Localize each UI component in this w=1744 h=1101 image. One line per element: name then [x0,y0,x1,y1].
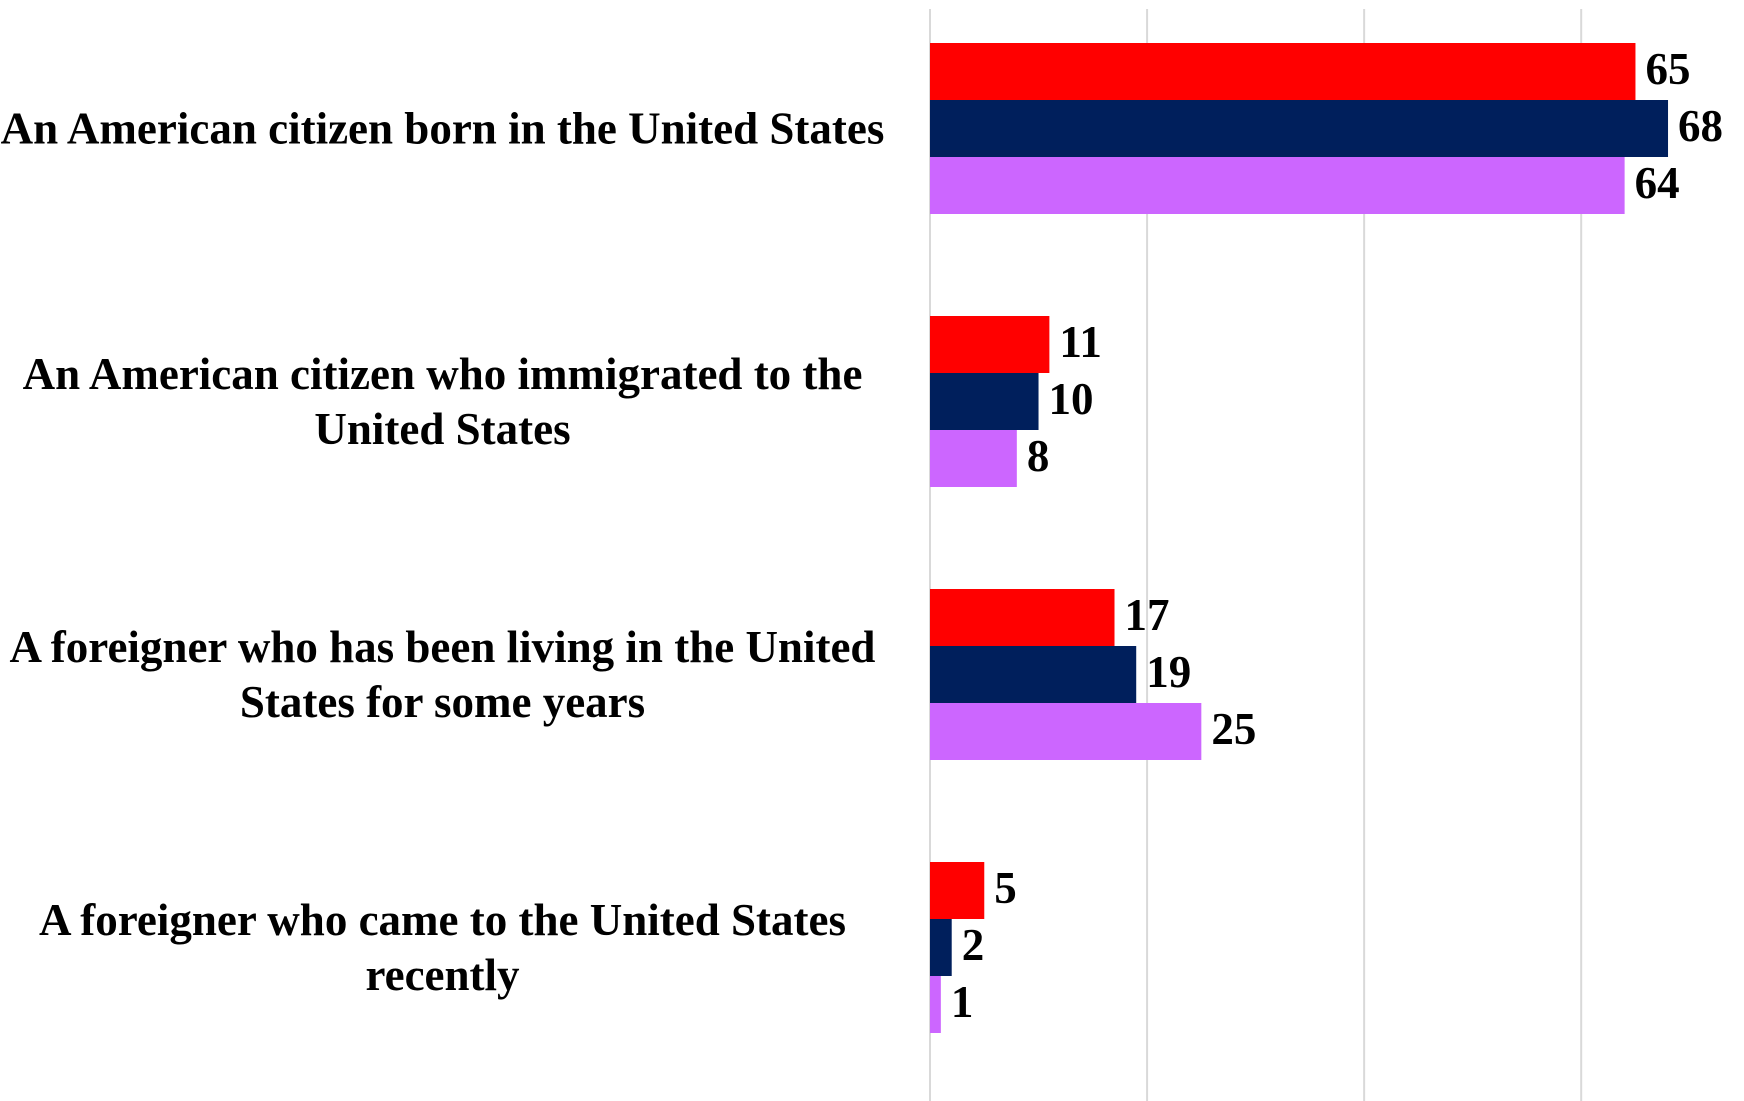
data-label: 11 [1059,317,1102,367]
data-label: 65 [1645,44,1690,94]
data-label: 10 [1049,374,1094,424]
bar [930,373,1039,430]
bar [930,43,1636,100]
data-label: 2 [962,920,985,970]
bar [930,646,1137,703]
data-label: 25 [1211,704,1256,754]
category-label: An American citizen who immigrated to th… [22,348,863,454]
data-label: 8 [1027,431,1050,481]
data-label: 17 [1125,590,1170,640]
category-label: An American citizen born in the United S… [0,103,885,153]
bar [930,316,1050,373]
bar [930,589,1115,646]
bar [930,976,941,1033]
bar [930,862,985,919]
data-label: 68 [1678,101,1723,151]
bar [930,919,952,976]
bar [930,100,1669,157]
data-label: 1 [951,977,974,1027]
data-label: 19 [1146,647,1191,697]
bar [930,703,1202,760]
data-label: 64 [1635,158,1680,208]
data-label: 5 [994,863,1017,913]
bar [930,430,1017,487]
category-label: A foreigner who came to the United State… [39,894,846,1000]
bar [930,157,1625,214]
category-label: A foreigner who has been living in the U… [9,621,876,727]
